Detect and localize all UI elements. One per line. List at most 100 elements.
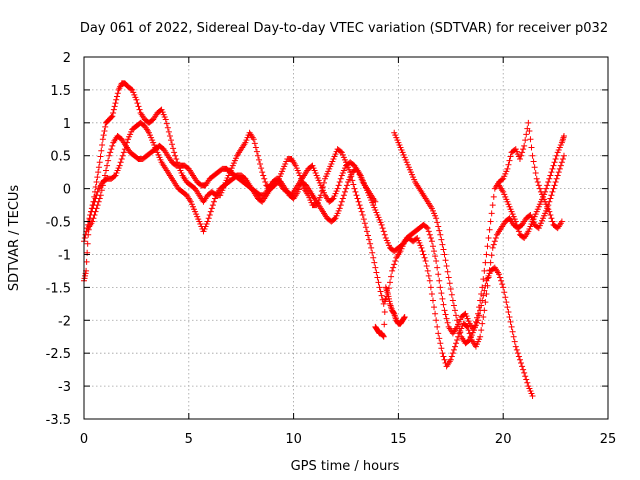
data-point-marker bbox=[502, 294, 509, 301]
data-point-marker bbox=[423, 224, 430, 231]
data-point-marker bbox=[331, 216, 338, 223]
data-point-marker bbox=[164, 124, 171, 131]
data-point-marker bbox=[372, 198, 379, 205]
series-track-c bbox=[81, 119, 379, 245]
data-point-marker bbox=[108, 146, 115, 153]
data-point-marker bbox=[515, 353, 522, 360]
data-point-marker bbox=[418, 244, 425, 251]
data-point-marker bbox=[475, 310, 482, 317]
data-point-marker bbox=[546, 208, 553, 215]
data-point-marker bbox=[371, 259, 378, 266]
data-point-marker bbox=[381, 309, 388, 316]
data-point-marker bbox=[485, 235, 492, 241]
data-point-marker bbox=[550, 185, 557, 192]
data-point-marker bbox=[536, 185, 543, 192]
data-point-marker bbox=[135, 103, 142, 110]
data-point-marker bbox=[441, 251, 448, 258]
data-point-marker bbox=[514, 225, 521, 232]
data-point-marker bbox=[94, 188, 101, 195]
data-point-marker bbox=[482, 282, 489, 289]
data-point-marker bbox=[363, 228, 370, 235]
data-point-marker bbox=[421, 254, 428, 261]
data-point-marker bbox=[337, 202, 344, 209]
data-point-marker bbox=[548, 169, 555, 176]
data-point-marker bbox=[489, 244, 496, 251]
data-point-marker bbox=[531, 164, 538, 171]
data-point-marker bbox=[545, 179, 552, 186]
data-markers bbox=[81, 80, 567, 399]
data-point-marker bbox=[445, 274, 452, 281]
data-point-marker bbox=[109, 142, 116, 149]
data-point-marker bbox=[350, 181, 357, 188]
data-point-marker bbox=[207, 208, 214, 215]
data-point-marker bbox=[373, 269, 380, 276]
data-point-marker bbox=[526, 128, 533, 135]
data-point-marker bbox=[432, 310, 439, 317]
data-point-marker bbox=[478, 327, 485, 334]
data-point-marker bbox=[433, 317, 440, 324]
data-point-marker bbox=[377, 288, 384, 295]
plot-frame bbox=[83, 56, 609, 420]
data-point-marker bbox=[516, 156, 523, 163]
data-point-marker bbox=[95, 164, 102, 171]
data-point-marker bbox=[97, 153, 104, 160]
data-point-marker bbox=[119, 152, 126, 159]
data-point-marker bbox=[368, 244, 375, 251]
data-point-marker bbox=[523, 131, 530, 138]
data-point-marker bbox=[487, 259, 494, 266]
data-point-marker bbox=[434, 264, 441, 271]
data-point-marker bbox=[106, 152, 113, 159]
data-point-marker bbox=[104, 162, 111, 169]
data-point-marker bbox=[480, 276, 487, 283]
data-point-marker bbox=[560, 132, 567, 139]
data-point-marker bbox=[388, 273, 395, 280]
data-point-marker bbox=[474, 314, 480, 321]
data-point-marker bbox=[84, 225, 91, 232]
data-point-marker bbox=[355, 198, 362, 205]
data-point-marker bbox=[366, 236, 373, 243]
data-point-marker bbox=[357, 205, 364, 212]
data-point-marker bbox=[259, 169, 266, 176]
data-point-marker bbox=[401, 313, 408, 320]
data-point-marker bbox=[329, 196, 336, 203]
data-point-marker bbox=[103, 167, 110, 174]
data-point-marker bbox=[449, 350, 456, 357]
data-point-marker bbox=[560, 152, 567, 159]
data-point-marker bbox=[426, 277, 433, 284]
data-point-marker bbox=[352, 188, 359, 195]
data-point-marker bbox=[360, 216, 367, 223]
data-point-marker bbox=[436, 227, 443, 234]
data-point-marker bbox=[376, 284, 383, 291]
data-point-marker bbox=[525, 119, 532, 126]
data-point-marker bbox=[361, 220, 368, 227]
data-point-marker bbox=[82, 231, 89, 238]
data-point-marker bbox=[89, 205, 96, 212]
data-point-marker bbox=[519, 149, 526, 156]
data-point-marker bbox=[442, 257, 449, 264]
data-point-marker bbox=[448, 353, 455, 360]
data-point-marker bbox=[86, 215, 93, 222]
data-point-marker bbox=[441, 356, 448, 363]
data-point-marker bbox=[520, 366, 527, 373]
data-point-marker bbox=[370, 254, 377, 261]
data-point-marker bbox=[256, 156, 263, 163]
data-point-marker bbox=[547, 172, 554, 179]
data-point-marker bbox=[522, 373, 529, 380]
data-point-marker bbox=[490, 241, 497, 248]
data-point-marker bbox=[499, 176, 506, 183]
data-point-marker bbox=[549, 188, 556, 195]
data-point-marker bbox=[114, 90, 121, 97]
data-point-marker bbox=[431, 248, 438, 255]
data-point-marker bbox=[424, 267, 431, 274]
data-point-marker bbox=[439, 241, 446, 248]
data-point-marker bbox=[88, 208, 95, 215]
data-point-marker bbox=[250, 136, 257, 143]
data-point-marker bbox=[447, 286, 454, 293]
data-point-marker bbox=[549, 218, 556, 225]
data-point-marker bbox=[507, 153, 514, 160]
data-point-marker bbox=[492, 235, 499, 241]
data-point-marker bbox=[504, 165, 511, 172]
data-point-marker bbox=[433, 215, 440, 222]
data-point-marker bbox=[382, 296, 389, 303]
data-point-marker bbox=[389, 267, 396, 274]
